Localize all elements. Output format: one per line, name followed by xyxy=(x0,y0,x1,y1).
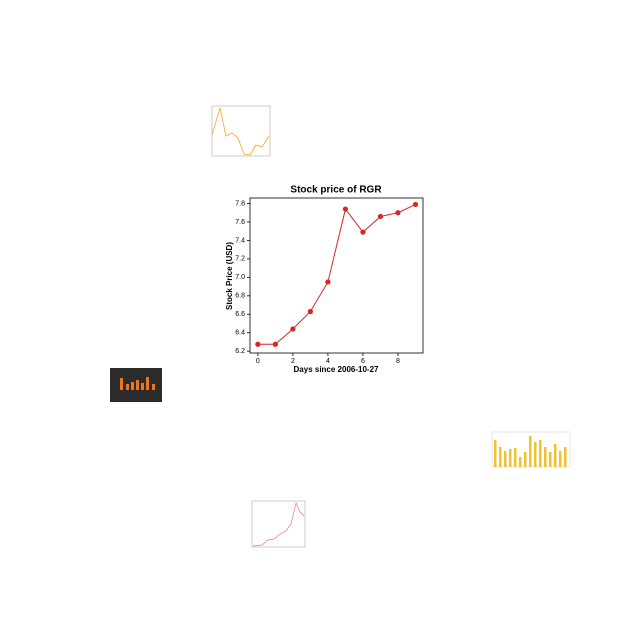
data-point xyxy=(395,210,401,216)
data-point xyxy=(272,341,278,347)
plot-frame xyxy=(249,197,424,354)
x-tick-label: 4 xyxy=(326,358,330,365)
y-tick-label: 7.8 xyxy=(235,200,245,207)
y-tick-label: 7.2 xyxy=(235,256,245,263)
data-point xyxy=(412,201,419,208)
y-axis-label: Stock Price (USD) xyxy=(225,242,234,310)
data-point xyxy=(307,308,314,315)
y-tick-label: 6.6 xyxy=(235,311,245,318)
y-tick-label: 7.6 xyxy=(235,219,245,226)
chart-title: Stock price of RGR xyxy=(290,185,382,196)
thumbnail-dark-bar-chart xyxy=(110,368,162,402)
thumb-bars xyxy=(494,436,567,467)
y-tick-label: 7.4 xyxy=(235,237,245,244)
y-tick-label: 6.4 xyxy=(235,330,245,337)
thumb-frame xyxy=(251,500,306,548)
data-point xyxy=(360,229,366,235)
thumb-frame xyxy=(211,105,271,157)
data-point xyxy=(377,213,384,220)
x-tick-label: 2 xyxy=(291,358,295,365)
data-point xyxy=(290,326,296,332)
series-line xyxy=(257,204,416,345)
data-point xyxy=(342,206,349,212)
x-tick-label: 0 xyxy=(256,358,260,365)
thumb-bars xyxy=(120,377,155,390)
x-tick-label: 8 xyxy=(396,358,400,365)
y-tick-label: 6.8 xyxy=(235,293,245,300)
thumb-line xyxy=(211,107,270,156)
thumb-line xyxy=(252,501,305,547)
y-tick-label: 7.0 xyxy=(235,274,245,281)
thumbnail-line-chart xyxy=(211,105,271,157)
thumbnail-yellow-bar-chart xyxy=(491,431,571,468)
thumbnail-pink-line-chart xyxy=(251,500,306,548)
y-tick-label: 6.2 xyxy=(235,348,245,355)
data-point xyxy=(255,341,261,347)
x-axis-label: Days since 2006-10-27 xyxy=(294,365,380,374)
x-tick-label: 6 xyxy=(361,358,365,365)
data-point xyxy=(325,279,331,285)
